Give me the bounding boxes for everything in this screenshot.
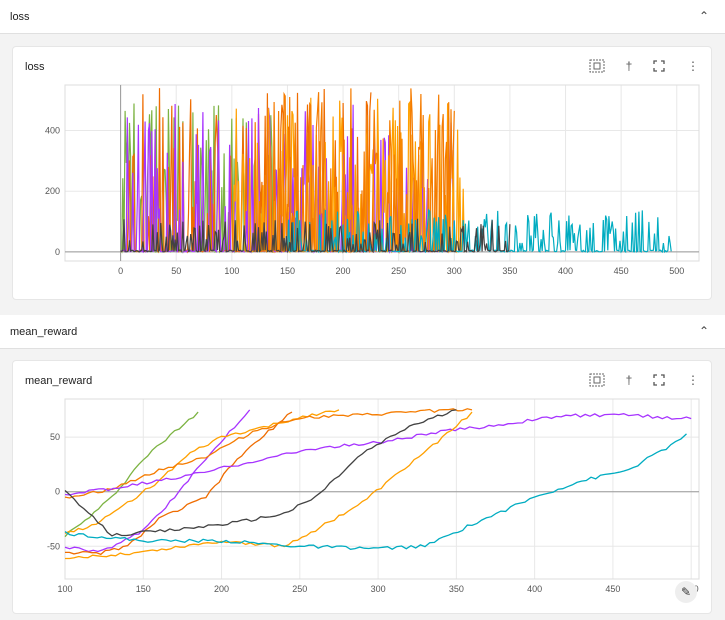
- x-tick-label: 300: [371, 584, 386, 594]
- plot-frame: [64, 84, 700, 262]
- chart-card-loss: loss † ⋮ 0 50 100 150 200 250 300 350 400 450 500 0…: [12, 46, 712, 300]
- series-line: [64, 409, 340, 534]
- chevron-up-icon[interactable]: ⌃: [698, 9, 709, 23]
- series-line: [65, 411, 473, 560]
- x-tick-label: 300: [447, 266, 462, 276]
- series-line: [64, 408, 473, 499]
- y-tick-label: 50: [50, 432, 60, 442]
- loss-plot[interactable]: 0 50 100 150 200 250 300 350 400 450 500 0 200 400: [13, 47, 713, 301]
- section-title: mean_reward: [10, 326, 78, 338]
- x-tick-label: 450: [605, 584, 620, 594]
- x-tick-label: 400: [527, 584, 542, 594]
- chart-card-mean-reward: mean_reward † ⋮ 100 150 200 250 300 350 400 450…: [12, 360, 712, 614]
- fullscreen-icon[interactable]: [649, 371, 669, 389]
- series-line: [65, 411, 293, 556]
- grid: [64, 399, 699, 579]
- series-line: [64, 433, 687, 550]
- section-header-mean-reward[interactable]: mean_reward ⌃: [0, 315, 725, 349]
- x-tick-label: 200: [336, 266, 351, 276]
- y-tick-label: -50: [47, 541, 60, 551]
- chart-title: mean_reward: [25, 375, 93, 387]
- plot-frame: [64, 398, 700, 580]
- series-line: [64, 411, 199, 538]
- pin-icon[interactable]: †: [625, 373, 633, 387]
- x-tick-label: 350: [449, 584, 464, 594]
- x-tick-label: 250: [292, 584, 307, 594]
- chart-title: loss: [25, 61, 45, 73]
- x-tick-label: 100: [224, 266, 239, 276]
- x-tick-label: 150: [280, 266, 295, 276]
- section-header-loss[interactable]: loss ⌃: [0, 0, 725, 34]
- more-vert-icon[interactable]: ⋮: [687, 373, 699, 387]
- y-tick-label: 200: [45, 186, 60, 196]
- x-tick-label: 100: [57, 584, 72, 594]
- x-tick-label: 150: [136, 584, 151, 594]
- pencil-icon[interactable]: ✎: [675, 581, 697, 603]
- section-title: loss: [10, 11, 30, 23]
- x-tick-label: 250: [391, 266, 406, 276]
- x-tick-label: 50: [171, 266, 181, 276]
- fit-domain-icon[interactable]: [587, 371, 607, 389]
- y-tick-label: 0: [55, 487, 60, 497]
- series-line: [120, 218, 511, 254]
- series-line: [64, 409, 251, 553]
- series-line: [64, 413, 692, 496]
- series-line: [64, 409, 457, 537]
- x-tick-label: 400: [558, 266, 573, 276]
- y-tick-label: 0: [55, 247, 60, 257]
- x-tick-label: 0: [118, 266, 123, 276]
- chevron-up-icon[interactable]: ⌃: [698, 324, 709, 338]
- pin-icon[interactable]: †: [625, 59, 633, 73]
- x-tick-label: 350: [502, 266, 517, 276]
- more-vert-icon[interactable]: ⋮: [687, 59, 699, 73]
- x-tick-label: 500: [669, 266, 684, 276]
- fullscreen-icon[interactable]: [649, 57, 669, 75]
- x-tick-label: 450: [614, 266, 629, 276]
- fit-domain-icon[interactable]: [587, 57, 607, 75]
- y-tick-label: 400: [45, 126, 60, 136]
- x-tick-label: 200: [214, 584, 229, 594]
